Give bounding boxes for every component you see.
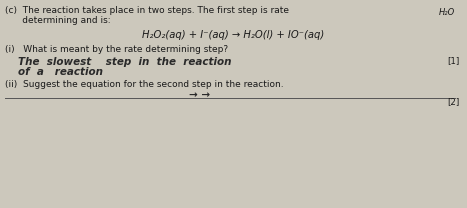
Text: [2]: [2] xyxy=(448,97,460,106)
Text: (i)   What is meant by the rate determining step?: (i) What is meant by the rate determinin… xyxy=(5,45,228,54)
Text: H₂O: H₂O xyxy=(439,8,455,17)
Text: of  a   reaction: of a reaction xyxy=(18,67,103,77)
Text: (c)  The reaction takes place in two steps. The first step is rate: (c) The reaction takes place in two step… xyxy=(5,6,289,15)
Text: → →: → → xyxy=(190,90,211,100)
Text: [1]: [1] xyxy=(448,56,460,65)
Text: H₂O₂(aq) + I⁻(aq) → H₂O(l) + IO⁻(aq): H₂O₂(aq) + I⁻(aq) → H₂O(l) + IO⁻(aq) xyxy=(142,30,324,40)
Text: The  slowest    step  in  the  reaction: The slowest step in the reaction xyxy=(18,57,232,67)
Text: (ii)  Suggest the equation for the second step in the reaction.: (ii) Suggest the equation for the second… xyxy=(5,80,283,89)
Text: determining and is:: determining and is: xyxy=(5,16,111,25)
